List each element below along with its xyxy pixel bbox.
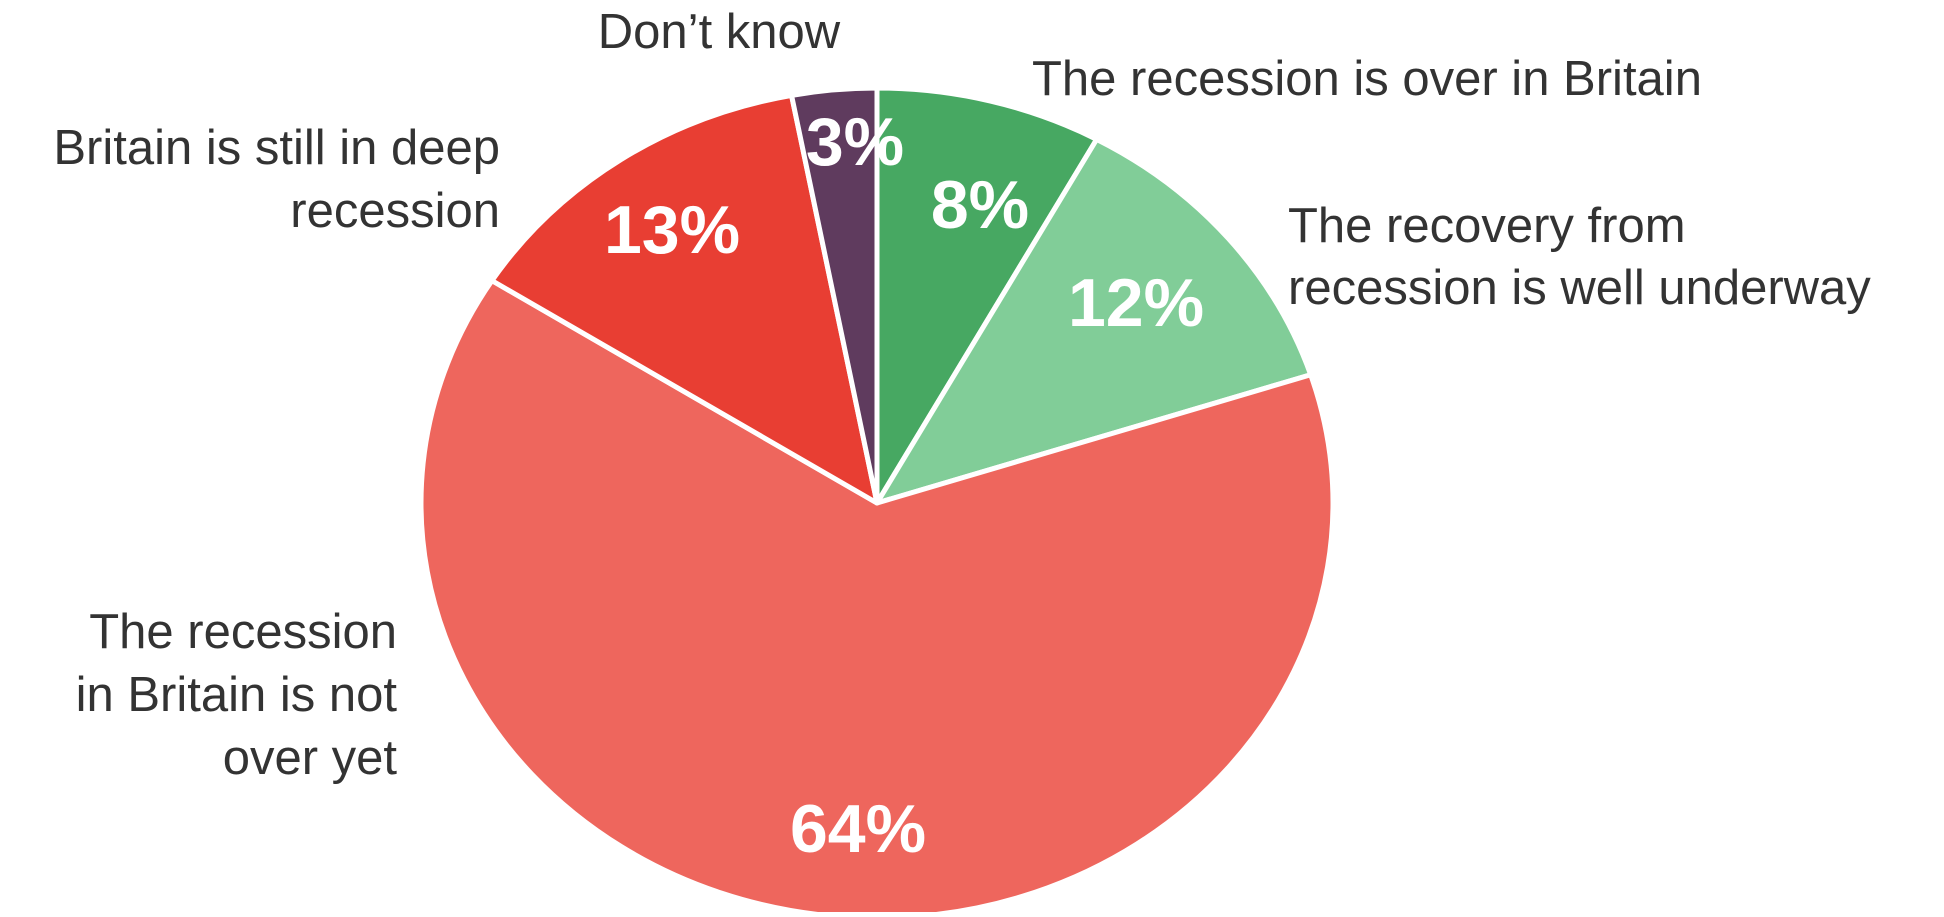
slice-category-label: The recession is over in Britain <box>1032 52 1702 106</box>
slice-value-label: 64% <box>790 791 926 867</box>
slice-category-label-line: recession <box>290 184 500 238</box>
slice-category-label: Don’t know <box>598 5 841 59</box>
slice-category-label-line: in Britain is not <box>76 668 398 722</box>
slice-category-label-line: The recovery from <box>1288 199 1686 253</box>
slice-value-label: 3% <box>806 104 904 180</box>
slice-category-label: The recession in Britain is not over yet <box>76 605 398 785</box>
slice-category-label-line: Britain is still in deep <box>53 121 500 175</box>
slice-value-label: 13% <box>604 192 740 268</box>
slice-value-label: 12% <box>1068 265 1204 341</box>
slice-category-label-line: The recession is over in Britain <box>1032 52 1702 106</box>
slice-category-label-line: recession is well underway <box>1288 261 1871 315</box>
pie-slices <box>421 88 1333 912</box>
slice-category-label-line: over yet <box>223 731 398 785</box>
slice-category-label: Britain is still in deep recession <box>53 121 500 238</box>
slice-value-label: 8% <box>931 167 1029 243</box>
slice-category-label: The recovery from recession is well under… <box>1288 199 1871 315</box>
slice-category-label-line: Don’t know <box>598 5 841 59</box>
slice-category-label-line: The recession <box>89 605 397 659</box>
